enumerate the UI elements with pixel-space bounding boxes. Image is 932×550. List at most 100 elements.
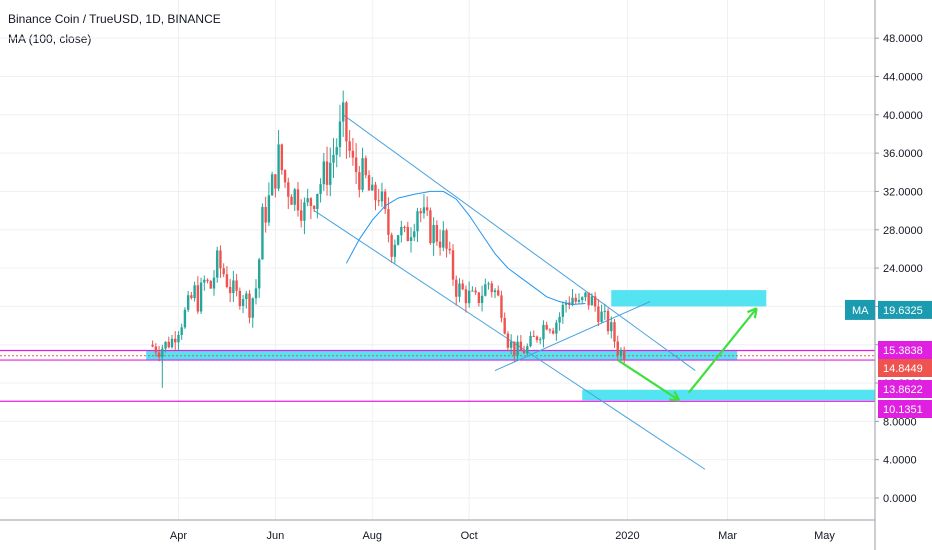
candle-body <box>493 290 497 293</box>
candle-body <box>432 225 435 244</box>
candle-body <box>438 241 442 248</box>
candle-body <box>571 297 574 306</box>
price-axis[interactable]: 48.0000 44.0000 40.0000 36.0000 32.0000 28.00… <box>875 33 923 505</box>
support-zone[interactable] <box>611 290 767 307</box>
x-tick-label: 2020 <box>615 530 639 542</box>
candle-body <box>248 293 251 318</box>
candle-body <box>293 189 296 205</box>
trendline[interactable] <box>494 301 651 372</box>
price-tag-label: 14.8449 <box>883 363 923 375</box>
candle-body <box>451 250 455 280</box>
arrow-head <box>669 398 680 402</box>
candle-body <box>329 162 332 185</box>
y-tick-label: 40.0000 <box>883 110 923 122</box>
price-tag: 13.8622 <box>878 380 932 398</box>
candle-body <box>258 259 261 289</box>
candle-body <box>261 206 264 260</box>
candle-body <box>480 295 484 304</box>
chart-title: Binance Coin / TrueUSD, 1D, BINANCE <box>8 12 221 26</box>
trendline[interactable] <box>313 210 706 470</box>
candle-body <box>623 349 626 361</box>
candle-body <box>225 274 229 287</box>
candle-body <box>274 174 277 189</box>
candle-body <box>264 206 267 223</box>
arrow-shaft <box>687 307 758 394</box>
candle-body <box>316 193 319 210</box>
candle-body <box>364 158 367 176</box>
green-arrow[interactable] <box>617 359 681 402</box>
y-tick-label: 28.0000 <box>883 225 923 237</box>
candle-body <box>203 279 206 283</box>
x-tick-label: Aug <box>362 530 382 542</box>
candle-body <box>322 161 326 185</box>
candle-body <box>241 299 245 307</box>
candle-body <box>458 283 461 297</box>
candle-body <box>474 290 477 293</box>
price-tag: 15.3838 <box>878 341 932 359</box>
candle-body <box>345 102 348 142</box>
price-tags: 15.3838 14.8449 13.8622 10.1351 MA 19.6325 <box>845 299 932 418</box>
candle-body <box>212 277 216 289</box>
candle-body <box>425 207 429 211</box>
time-axis[interactable]: Apr Jun Aug Oct 2020 Mar May <box>170 530 835 542</box>
candle-body <box>154 346 158 353</box>
price-tag-label: 10.1351 <box>883 404 923 416</box>
trendlines-layer <box>313 114 706 470</box>
candle-body <box>403 226 406 228</box>
price-tag: 10.1351 <box>878 400 932 418</box>
price-tag-label: 15.3838 <box>883 345 923 357</box>
ma-value-bg <box>878 300 932 319</box>
candle-body <box>267 195 271 223</box>
candle-body <box>448 248 451 251</box>
candle-body <box>542 324 545 340</box>
candle-body <box>383 191 387 210</box>
x-tick-label: Jun <box>266 530 284 542</box>
candle-body <box>177 334 180 343</box>
candle-body <box>603 310 607 312</box>
candle-body <box>367 175 371 191</box>
x-tick-label: Mar <box>718 530 737 542</box>
candle-body <box>487 283 490 285</box>
candle-body <box>551 330 555 334</box>
x-tick-label: Apr <box>170 530 187 542</box>
candle-body <box>584 292 587 298</box>
candle-body <box>332 154 335 163</box>
candle-body <box>319 184 322 194</box>
arrow-head <box>673 390 681 401</box>
candle-body <box>306 198 309 203</box>
candle-body <box>338 121 342 148</box>
y-tick-label: 24.0000 <box>883 263 923 275</box>
candle-body <box>526 346 529 354</box>
green-arrow[interactable] <box>687 307 758 394</box>
candle-body <box>471 290 474 292</box>
candle-body <box>600 311 603 323</box>
candle-body <box>358 172 361 190</box>
candle-body <box>157 352 161 358</box>
price-tag: 14.8449 <box>878 359 932 377</box>
candle-body <box>497 290 500 296</box>
candle-body <box>396 235 400 245</box>
trendline[interactable] <box>342 114 696 371</box>
y-tick-label: 8.0000 <box>883 416 917 428</box>
support-zone[interactable] <box>582 389 875 401</box>
y-tick-label: 0.0000 <box>883 493 917 505</box>
candle-body <box>190 295 193 299</box>
candle-body <box>455 279 458 297</box>
candle-body <box>183 309 187 328</box>
candle-body <box>597 306 600 323</box>
x-tick-label: May <box>814 530 835 542</box>
candle-body <box>610 322 613 332</box>
candle-body <box>522 350 526 354</box>
candle-body <box>539 339 542 341</box>
candle-body <box>251 298 254 318</box>
candle-body <box>351 150 355 158</box>
candle-body <box>296 189 300 211</box>
candle-body <box>216 250 219 278</box>
indicator-label: MA (100, close) <box>8 32 92 46</box>
candle-body <box>199 282 203 312</box>
candle-body <box>503 317 506 334</box>
candle-body <box>325 161 329 185</box>
candle-body <box>516 341 519 356</box>
candle-body <box>490 283 493 293</box>
